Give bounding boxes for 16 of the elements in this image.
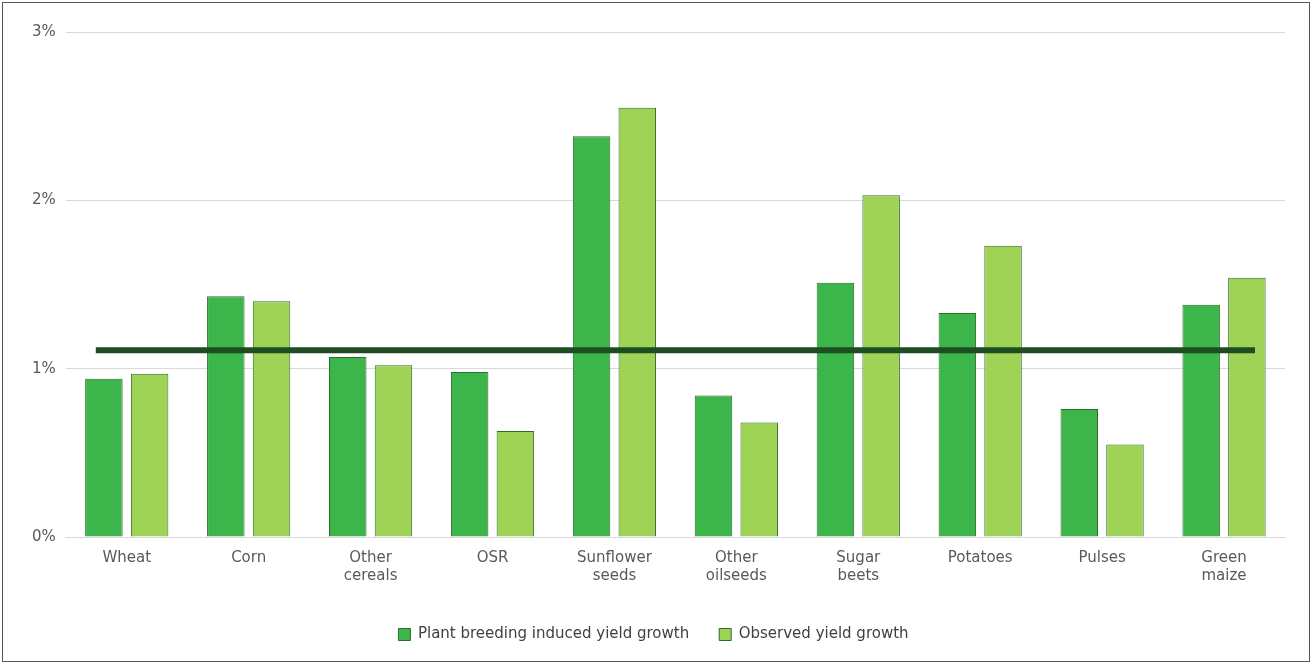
y-tick-label: 1% [32,358,56,377]
y-tick-label: 0% [32,526,56,545]
legend-label: Plant breeding induced yield growth [417,624,690,643]
x-tick-label: Potatoes [947,547,1013,566]
x-tick-label: OSR [476,547,509,566]
x-tick-label: Other cereals [343,547,398,584]
x-tick-label: Sunflower seeds [577,547,653,584]
legend-label: Observed yield growth [738,624,909,643]
x-tick-label: Wheat [102,547,152,566]
y-tick-label: 3% [32,21,56,40]
y-tick-label: 2% [32,190,56,209]
x-tick-label: Green maize [1201,547,1247,584]
x-tick-label: Sugar beets [836,547,882,584]
x-tick-label: Corn [231,547,267,566]
x-tick-label: Pulses [1078,547,1126,566]
x-tick-label: Other oilseeds [705,547,768,584]
